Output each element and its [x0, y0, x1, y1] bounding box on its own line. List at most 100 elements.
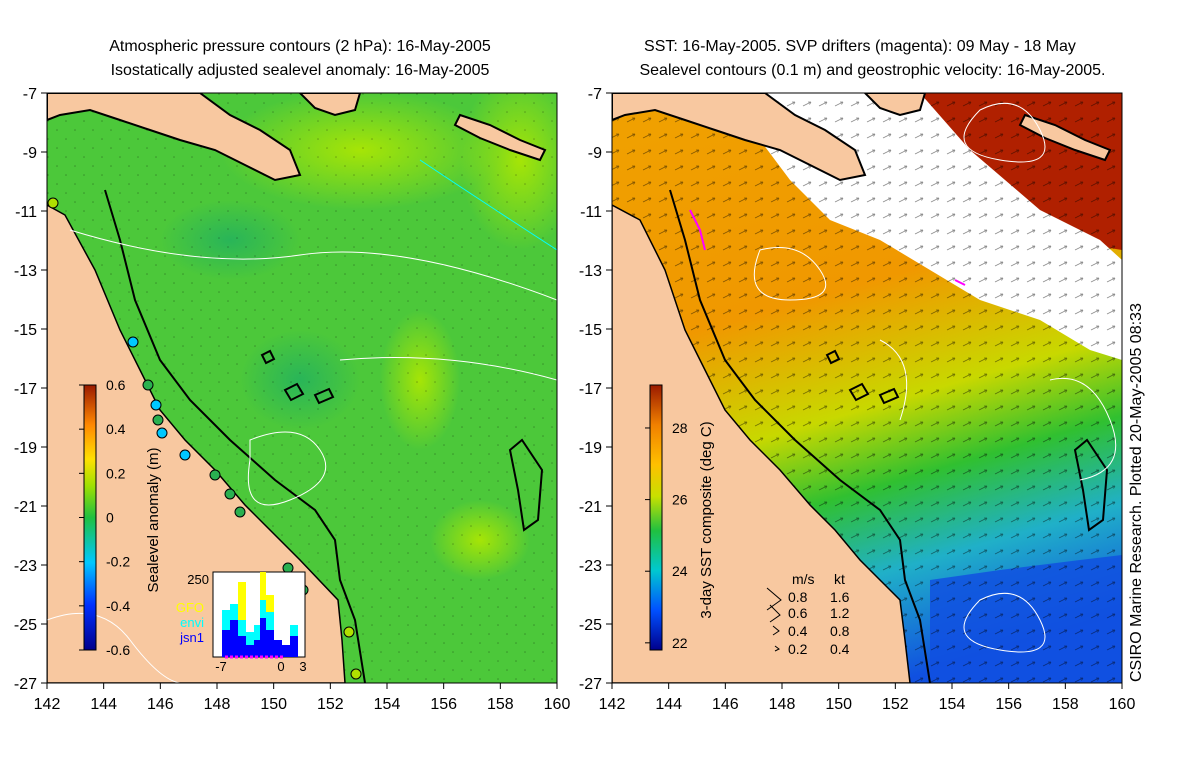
histogram-ymax-label: 250 [187, 572, 209, 587]
sealevel-contour [963, 592, 1046, 653]
left-y-tick-label: -21 [14, 499, 37, 516]
right-x-tick-label: 154 [939, 696, 966, 713]
right-y-tick-label: -17 [579, 381, 602, 398]
left-x-tick-label: 146 [147, 696, 174, 713]
left-x-tick-label: 160 [544, 696, 571, 713]
left-y-tick-label: -13 [14, 263, 37, 280]
velocity-row-kt: 1.6 [830, 589, 850, 605]
left-x-tick-label: 144 [90, 696, 117, 713]
velocity-row-ms: 0.4 [788, 623, 808, 639]
left-panel-title-line2: Isostatically adjusted sealevel anomaly:… [110, 62, 490, 79]
right-y-tick-label: -15 [579, 322, 602, 339]
right-x-tick-label: 152 [882, 696, 909, 713]
right-map-panel [612, 93, 1122, 683]
sla-colorbar-tick-label: -0.2 [106, 554, 130, 570]
sealevel-contour [963, 102, 1046, 163]
left-x-tick-label: 142 [34, 696, 61, 713]
velocity-legend: m/s kt 0.8 1.6 0.6 1.2 0.4 0.8 0.2 0.4 [766, 571, 850, 657]
sealevel-contour [879, 339, 908, 421]
left-x-tick-label: 150 [260, 696, 287, 713]
right-panel-title-line2: Sealevel contours (0.1 m) and geostrophi… [639, 62, 1106, 79]
left-x-tick-label: 156 [430, 696, 457, 713]
right-x-tick-label: 156 [995, 696, 1022, 713]
right-y-tick-label: -23 [579, 558, 602, 575]
velocity-legend-header-kt: kt [834, 571, 845, 587]
pressure-contour [339, 357, 557, 381]
left-y-tick-label: -23 [14, 558, 37, 575]
pressure-contour [69, 229, 557, 301]
left-x-tick-label: 154 [374, 696, 401, 713]
right-panel-title-line1: SST: 16-May-2005. SVP drifters (magenta)… [644, 38, 1076, 55]
right-land-islands-east [1018, 113, 1112, 162]
sealevel-contour [753, 247, 827, 301]
left-panel-title-line1: Atmospheric pressure contours (2 hPa): 1… [109, 38, 491, 55]
left-x-tick-label: 152 [317, 696, 344, 713]
histogram-x-label-zero: 0 [277, 659, 284, 674]
altimeter-histogram [212, 571, 306, 659]
velocity-row-ms: 0.2 [788, 641, 808, 657]
velocity-arrow-0.6 [769, 604, 781, 623]
svp-drifter-track [954, 279, 966, 286]
right-x-tick-label: 150 [825, 696, 852, 713]
left-y-tick-label: -17 [14, 381, 37, 398]
sla-colorbar [83, 384, 97, 651]
left-y-tick-label: -7 [23, 86, 37, 103]
left-reef-outlines [260, 349, 544, 532]
right-x-tick-label: 148 [769, 696, 796, 713]
sla-colorbar-tick-label: 0 [106, 510, 114, 526]
velocity-row-ms: 0.6 [788, 605, 808, 621]
sst-colorbar-tick-label: 26 [672, 492, 688, 508]
credit-side-label: CSIRO Marine Research. Plotted 20-May-20… [1128, 303, 1145, 682]
right-y-tick-label: -25 [579, 617, 602, 634]
velocity-legend-header-ms: m/s [792, 571, 815, 587]
right-y-tick-label: -27 [579, 676, 602, 693]
left-y-tick-label: -25 [14, 617, 37, 634]
right-y-tick-label: -9 [588, 145, 602, 162]
left-map-panel [47, 93, 557, 683]
left-x-tick-label: 158 [487, 696, 514, 713]
right-land-new-britain [863, 93, 927, 117]
velocity-row-kt: 1.2 [830, 605, 850, 621]
sst-colorbar [649, 384, 663, 651]
right-y-tick-label: -13 [579, 263, 602, 280]
legend-envi: envi [180, 615, 204, 630]
left-y-tick-label: -19 [14, 440, 37, 457]
pressure-contour-cyan [419, 159, 557, 251]
right-y-tick-label: -7 [588, 86, 602, 103]
histogram-x-label-max: 3 [299, 659, 306, 674]
right-x-tick-label: 144 [655, 696, 682, 713]
left-land-new-britain [298, 93, 362, 117]
right-y-tick-label: -11 [580, 204, 602, 221]
sla-colorbar-tick-label: 0.2 [106, 465, 126, 481]
legend-gfo: GFO [176, 600, 204, 615]
right-y-tick-label: -19 [579, 440, 602, 457]
sla-colorbar-tick-label: -0.4 [106, 598, 130, 614]
sla-colorbar-tick-label: 0.4 [106, 421, 126, 437]
velocity-arrow-0.4 [772, 625, 780, 636]
left-y-tick-label: -27 [14, 676, 37, 693]
sst-colorbar-tick-label: 22 [672, 635, 688, 651]
right-y-tick-label: -21 [579, 499, 602, 516]
velocity-row-kt: 0.4 [830, 641, 850, 657]
sla-colorbar-label: Sealevel anomaly (m) [145, 447, 162, 592]
right-shelf-break-line [669, 189, 931, 683]
sla-colorbar-tick-label: -0.6 [106, 642, 130, 658]
left-x-tick-label: 148 [204, 696, 231, 713]
right-land-australia [612, 204, 911, 683]
right-x-tick-label: 142 [599, 696, 626, 713]
left-land-australia [47, 204, 346, 683]
velocity-row-ms: 0.8 [788, 589, 808, 605]
left-land-islands-east [453, 113, 547, 162]
velocity-arrow-0.2 [774, 645, 780, 652]
sealevel-contour [1049, 377, 1117, 481]
right-land-papua-new-guinea [612, 93, 867, 182]
pressure-contour [47, 612, 181, 683]
right-reef-outlines [825, 349, 1109, 532]
left-land-papua-new-guinea [47, 93, 302, 182]
sst-colorbar-label: 3-day SST composite (deg C) [698, 421, 715, 618]
left-y-tick-label: -15 [14, 322, 37, 339]
pressure-contour [247, 431, 327, 506]
svp-drifter-track [689, 209, 706, 251]
velocity-row-kt: 0.8 [830, 623, 850, 639]
